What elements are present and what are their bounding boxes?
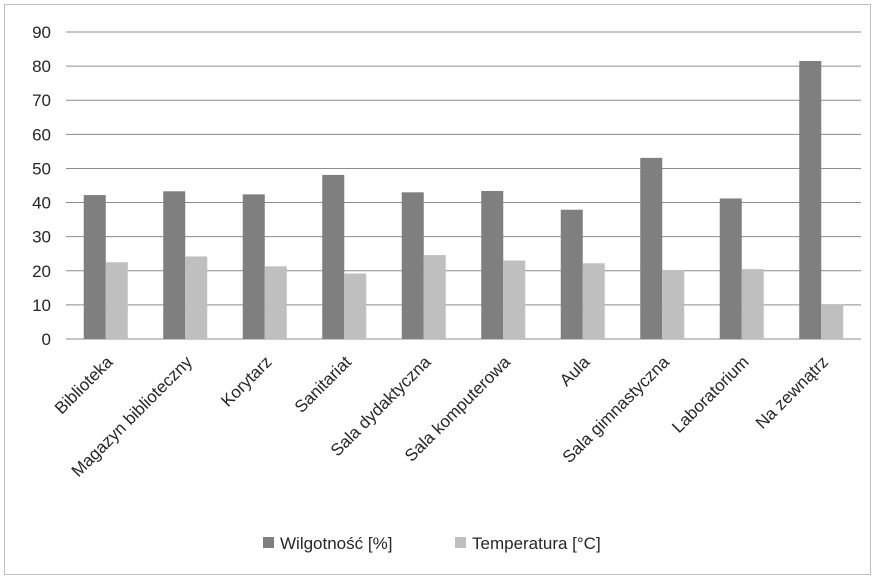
bar-temperatura (662, 270, 685, 339)
bar-wilgotnosc (719, 198, 742, 339)
y-tick-label: 90 (32, 23, 51, 42)
y-tick-label: 0 (42, 330, 51, 349)
bars (83, 60, 844, 339)
bar-temperatura (423, 255, 446, 339)
x-tick-label: Sanitariat (291, 352, 355, 416)
y-axis-ticks: 0 10 20 30 40 50 60 70 80 90 (32, 23, 51, 349)
bar-temperatura (264, 266, 287, 339)
legend-swatch (263, 537, 274, 548)
legend: Wilgotność [%] Temperatura [°C] (263, 534, 601, 553)
bar-wilgotnosc (640, 157, 663, 339)
x-tick-label: Aula (556, 352, 594, 390)
legend-label: Wilgotność [%] (280, 534, 392, 553)
y-tick-label: 80 (32, 57, 51, 76)
bar-temperatura (344, 273, 367, 339)
y-tick-label: 50 (32, 159, 51, 178)
y-tick-label: 30 (32, 228, 51, 247)
legend-swatch (455, 537, 466, 548)
bar-temperatura (503, 260, 526, 339)
bar-wilgotnosc (242, 194, 265, 339)
bar-temperatura (105, 262, 128, 339)
chart-frame: 0 10 20 30 40 50 60 70 80 90 Biblioteka Magazyn bi… (4, 4, 871, 575)
bar-temperatura (821, 304, 844, 339)
y-tick-label: 10 (32, 296, 51, 315)
y-tick-label: 40 (32, 194, 51, 213)
bar-wilgotnosc (83, 195, 106, 339)
bar-wilgotnosc (163, 191, 186, 339)
bar-wilgotnosc (481, 190, 504, 339)
bar-wilgotnosc (401, 192, 424, 339)
x-tick-label: Korytarz (217, 352, 275, 410)
bar-wilgotnosc (560, 209, 583, 339)
bar-wilgotnosc (322, 174, 345, 339)
y-tick-label: 70 (32, 91, 51, 110)
legend-label: Temperatura [°C] (472, 534, 601, 553)
y-tick-label: 60 (32, 125, 51, 144)
x-tick-label: Biblioteka (51, 352, 117, 418)
bar-temperatura (185, 256, 208, 339)
bar-temperatura (582, 263, 605, 339)
x-tick-label: Na zewnątrz (752, 352, 832, 432)
x-tick-label: Laboratorium (668, 352, 752, 436)
y-tick-label: 20 (32, 262, 51, 281)
bar-temperatura (741, 269, 764, 339)
bar-wilgotnosc (799, 60, 822, 339)
